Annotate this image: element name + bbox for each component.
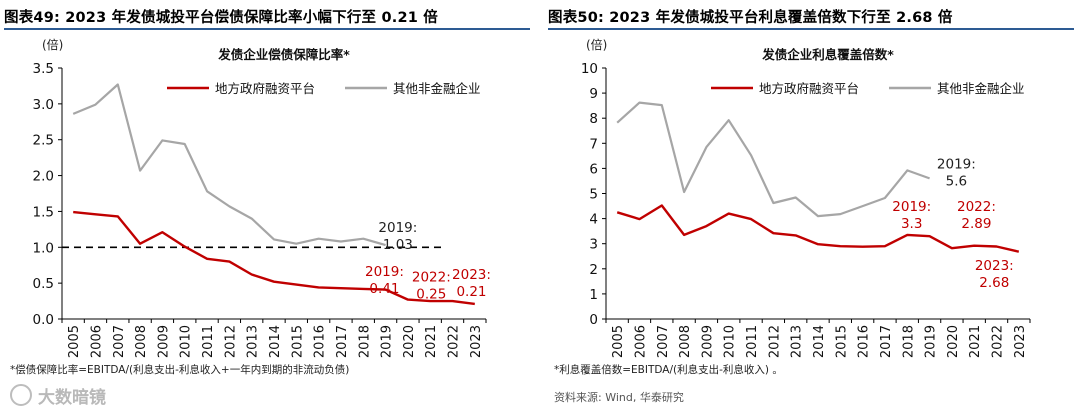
y-unit-label: (倍) (586, 37, 607, 52)
data-annotation: 2022: (957, 199, 996, 215)
y-tick-label: 5 (589, 187, 598, 203)
y-tick-label: 0 (589, 312, 598, 328)
x-tick-label: 2011 (745, 325, 760, 358)
y-tick-label: 9 (589, 86, 598, 102)
x-tick-label: 2005 (611, 325, 626, 358)
x-tick-label: 2022 (447, 325, 462, 358)
footnote: *利息覆盖倍数=EBITDA/(利息支出-利息收入) 。 (554, 364, 783, 376)
x-tick-label: 2016 (313, 325, 328, 358)
legend-label-2: 其他非金融企业 (937, 81, 1025, 96)
x-tick-label: 2008 (678, 325, 693, 358)
source-note: 资料来源: Wind, 华泰研究 (554, 391, 684, 404)
x-tick-label: 2015 (834, 325, 849, 358)
x-tick-label: 2023 (1013, 325, 1028, 358)
x-tick-label: 2013 (790, 325, 805, 358)
x-tick-label: 2009 (156, 325, 171, 358)
x-tick-label: 2008 (134, 325, 149, 358)
y-tick-label: 1 (589, 287, 598, 303)
series-line-1 (616, 204, 1020, 253)
footnote: *偿债保障比率=EBITDA/(利息支出-利息收入+一年内到期的非流动负债) (10, 364, 350, 376)
y-tick-label: 3 (589, 237, 598, 253)
data-annotation: 2023: (452, 267, 491, 283)
x-tick-label: 2010 (179, 325, 194, 358)
series-line-1 (73, 210, 475, 306)
y-tick-label: 10 (581, 61, 598, 77)
x-tick-label: 2023 (469, 325, 484, 358)
y-tick-label: 2 (589, 262, 598, 278)
x-tick-label: 2009 (700, 325, 715, 358)
data-annotation: 2019: (937, 156, 976, 172)
x-tick-label: 2005 (67, 325, 82, 358)
y-tick-label: 0.5 (33, 276, 54, 292)
data-annotation: 2.89 (961, 216, 991, 232)
x-tick-label: 2016 (857, 325, 872, 358)
x-tick-label: 2018 (357, 325, 372, 358)
x-tick-label: 2022 (991, 325, 1006, 358)
x-tick-label: 2012 (767, 325, 782, 358)
x-tick-label: 2011 (201, 325, 216, 358)
legend-label-2: 其他非金融企业 (393, 81, 481, 96)
data-annotation: 2019: (892, 199, 931, 215)
y-tick-label: 1.5 (33, 204, 54, 220)
x-tick-label: 2020 (946, 325, 961, 358)
legend-label-1: 地方政府融资平台 (759, 81, 859, 96)
series-line-2 (616, 101, 930, 218)
x-tick-label: 2006 (89, 325, 104, 358)
title-divider (4, 28, 530, 30)
data-annotation: 2019: (378, 220, 417, 236)
y-tick-label: 2.5 (33, 133, 54, 149)
x-tick-label: 2014 (268, 325, 283, 358)
y-tick-label: 0.0 (33, 312, 54, 328)
y-tick-label: 8 (589, 111, 598, 127)
x-tick-label: 2017 (335, 325, 350, 358)
y-tick-label: 2.0 (33, 169, 54, 185)
data-annotation: 2.68 (979, 275, 1009, 291)
title-divider (548, 28, 1074, 30)
x-tick-label: 2019 (380, 325, 395, 358)
data-annotation: 0.25 (416, 287, 446, 303)
x-tick-label: 2013 (246, 325, 261, 358)
line-chart-debt-coverage: (倍) 发债企业偿债保障比率* 0.0 0.5 1.0 1.5 2.0 2.5 3.0 3.5 20… (33, 37, 491, 358)
data-annotation: 2023: (975, 258, 1014, 274)
x-tick-label: 2006 (633, 325, 648, 358)
series-line-2 (72, 83, 386, 247)
y-tick-label: 3.0 (33, 97, 54, 113)
chart-panel-right: 图表50: 2023 年发债城投平台利息覆盖倍数下行至 2.68 倍 (倍) 发债… (548, 0, 1078, 414)
watermark-text: 大数暗镜 (38, 388, 106, 408)
x-tick-label: 2010 (723, 325, 738, 358)
x-tick-label: 2018 (901, 325, 916, 358)
chart-panel-left: 图表49: 2023 年发债城投平台偿债保障比率小幅下行至 0.21 倍 (倍)… (4, 0, 534, 414)
line-chart-interest-coverage: (倍) 发债企业利息覆盖倍数* 0 1 2 3 4 5 6 7 8 9 10 2005 2006 2007 20… (581, 37, 1031, 358)
y-tick-label: 6 (589, 161, 598, 177)
data-annotation: 0.41 (369, 281, 399, 297)
y-tick-label: 3.5 (33, 61, 54, 77)
x-tick-label: 2012 (223, 325, 238, 358)
data-annotation: 5.6 (946, 173, 967, 189)
y-unit-label: (倍) (42, 37, 63, 52)
figure-title: 图表49: 2023 年发债城投平台偿债保障比率小幅下行至 0.21 倍 (4, 10, 438, 26)
data-annotation: 1.03 (383, 237, 413, 253)
chart-title: 发债企业偿债保障比率* (217, 47, 350, 62)
data-annotation: 0.21 (456, 284, 486, 300)
x-tick-label: 2007 (112, 325, 127, 358)
y-tick-label: 4 (589, 212, 598, 228)
data-annotation: 3.3 (901, 216, 922, 232)
chart-title: 发债企业利息覆盖倍数* (761, 47, 894, 62)
x-tick-label: 2017 (879, 325, 894, 358)
y-tick-label: 1.0 (33, 240, 54, 256)
x-tick-label: 2020 (402, 325, 417, 358)
legend-label-1: 地方政府融资平台 (215, 81, 315, 96)
figure-title: 图表50: 2023 年发债城投平台利息覆盖倍数下行至 2.68 倍 (548, 10, 953, 26)
x-tick-label: 2019 (924, 325, 939, 358)
x-tick-label: 2015 (290, 325, 305, 358)
data-annotation: 2019: (365, 264, 404, 280)
data-annotation: 2022: (412, 270, 451, 286)
x-tick-label: 2007 (656, 325, 671, 358)
y-tick-label: 7 (589, 136, 598, 152)
x-tick-label: 2021 (968, 325, 983, 358)
x-tick-label: 2014 (812, 325, 827, 358)
watermark-logo-icon (10, 384, 32, 406)
x-tick-label: 2021 (424, 325, 439, 358)
